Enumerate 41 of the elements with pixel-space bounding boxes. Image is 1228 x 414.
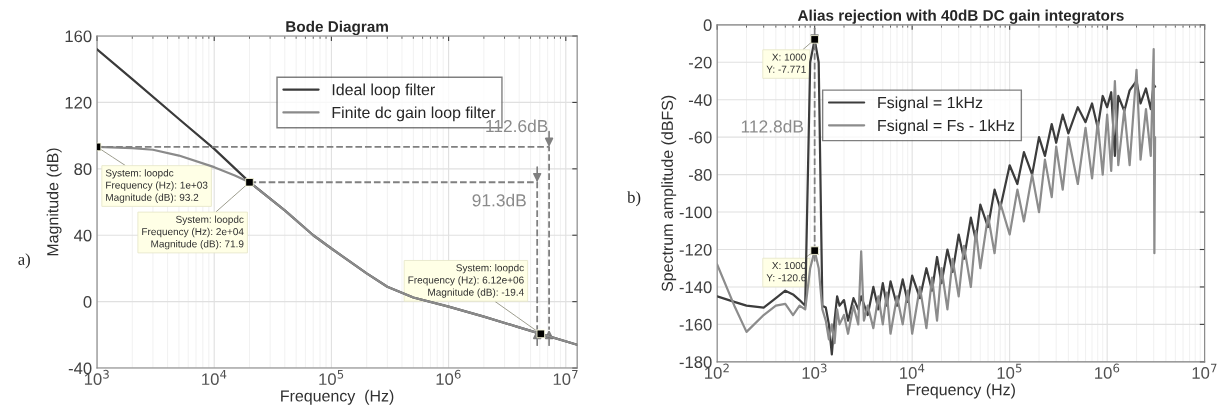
y-tick-label: 0 [703, 19, 712, 32]
y-tick-label: -20 [688, 56, 712, 69]
chart-title: Bode Diagram [286, 20, 388, 36]
annotation: System: loopdc Frequency (Hz): 6.12e+06 Magnitude (dB): -19.4 [408, 263, 524, 298]
y-tick-label: -80 [688, 169, 712, 181]
legend-label: Fsignal = Fs - 1kHz [878, 119, 1015, 135]
x-tick-label: 10$^{6}$ [436, 369, 461, 386]
x-axis-title: Frequency (Hz) [281, 389, 394, 405]
y-tick-label: 160 [65, 30, 92, 43]
annotation: 91.3dB [472, 193, 526, 207]
annotation: 112.6dB [486, 119, 548, 133]
x-axis-title: Frequency (Hz) [907, 383, 1015, 399]
x-tick-label: 10$^{5}$ [319, 369, 344, 386]
x-tick-label: 10$^{6}$ [1095, 363, 1120, 379]
y-tick-label: -60 [688, 131, 712, 144]
y-tick-label: 80 [74, 163, 92, 176]
text: b) [627, 191, 641, 207]
y-tick-label: -40 [688, 94, 712, 106]
y-tick-label: -160 [679, 318, 712, 331]
x-tick-label: 10$^{5}$ [997, 363, 1022, 379]
annotation: 112.8dB [741, 119, 804, 133]
y-tick-label: -120 [679, 243, 712, 256]
x-tick-label: 10$^{4}$ [202, 369, 227, 386]
x-tick-label: 10$^{4}$ [900, 363, 925, 379]
y-tick-label: 40 [74, 229, 92, 242]
y-tick-label: 0 [83, 296, 92, 308]
annotation: System: loopdc Frequency (Hz): 1e+03 Magnitude (dB): 93.2 [105, 169, 208, 203]
y-tick-label: -140 [679, 281, 712, 294]
text: a) [18, 253, 30, 269]
y-tick-label: -100 [679, 206, 712, 219]
y-axis-title: Magnitude (dB) [46, 148, 62, 256]
legend-label: Fsignal = 1kHz [878, 96, 983, 112]
annotation: System: loopdc Frequency (Hz): 2e+04 Magnitude (dB): 71.9 [142, 215, 244, 250]
y-tick-label: 120 [65, 96, 92, 109]
legend-label: Ideal loop filter [332, 83, 435, 99]
chart-title: Alias rejection with 40dB DC gain integrators [797, 9, 1124, 24]
x-tick-label: 10$^{3}$ [802, 363, 827, 379]
annotation: X: 1000 Y: -7.771 [766, 53, 806, 73]
x-tick-label: 10$^{7}$ [553, 369, 578, 386]
y-axis-title: Spectrum amplitude (dBFS) [661, 95, 677, 292]
x-tick-label: 10$^{7}$ [1192, 363, 1217, 379]
